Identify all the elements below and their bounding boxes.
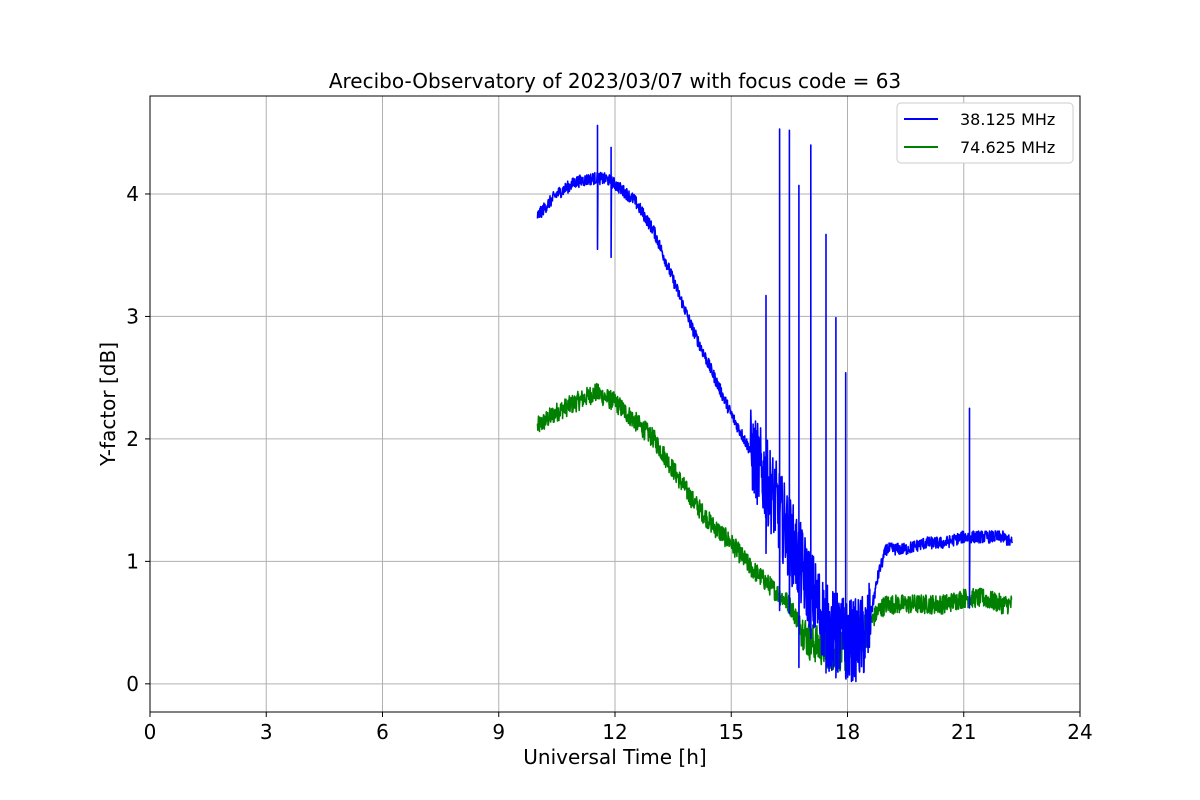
y-tick-label: 4 — [126, 182, 139, 206]
legend-label-38mhz: 38.125 MHz — [960, 110, 1055, 129]
x-tick-label: 3 — [260, 720, 273, 744]
y-tick-label: 0 — [126, 672, 139, 696]
legend: 38.125 MHz 74.625 MHz — [896, 102, 1074, 164]
y-tick-label: 2 — [126, 427, 139, 451]
x-axis-label: Universal Time [h] — [523, 745, 706, 769]
series-line-74mhz — [536, 382, 1013, 672]
chart-title: Arecibo-Observatory of 2023/03/07 with f… — [329, 69, 901, 93]
y-tick-label: 1 — [126, 549, 139, 573]
y-axis-label: Y-factor [dB] — [96, 342, 120, 467]
legend-label-74mhz: 74.625 MHz — [960, 138, 1055, 157]
y-tick-label: 3 — [126, 304, 139, 328]
x-tick-label: 24 — [1067, 720, 1092, 744]
x-tick-label: 12 — [602, 720, 627, 744]
x-tick-label: 0 — [144, 720, 157, 744]
x-tick-label: 9 — [492, 720, 505, 744]
x-tick-label: 6 — [376, 720, 389, 744]
x-tick-label: 21 — [951, 720, 976, 744]
series-group — [536, 124, 1013, 683]
x-tick-label: 15 — [719, 720, 744, 744]
x-tick-label: 18 — [835, 720, 860, 744]
legend-box — [896, 102, 1074, 164]
series-line-38mhz — [536, 124, 1013, 683]
